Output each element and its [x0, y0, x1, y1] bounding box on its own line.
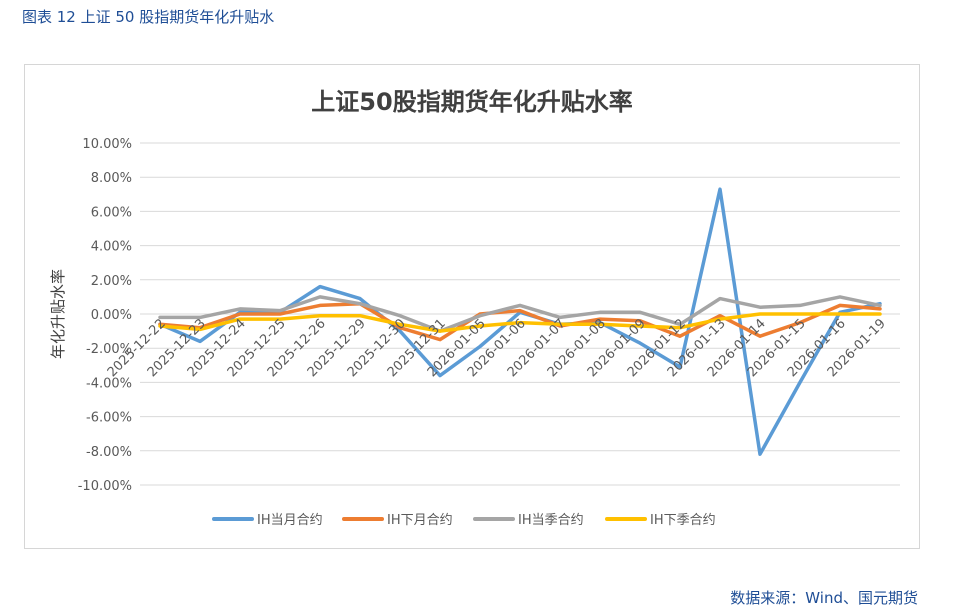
y-tick-labels: 10.00% 8.00% 6.00% 4.00% 2.00% 0.00% -2.00% -4.…: [78, 137, 132, 494]
legend-label: IH当季合约: [518, 513, 584, 528]
chart-title: 上证50股指期货年化升贴水率: [311, 88, 632, 116]
y-tick-label: -4.00%: [86, 376, 132, 391]
series-lines: [158, 187, 882, 456]
y-tick-label: 2.00%: [91, 274, 132, 289]
y-tick-label: 10.00%: [82, 137, 132, 152]
series-line: [158, 312, 882, 333]
y-tick-label: 6.00%: [91, 205, 132, 220]
figure-caption: 图表 12 上证 50 股指期货年化升贴水: [22, 8, 275, 26]
series-line: [158, 295, 882, 333]
legend-label: IH当月合约: [257, 513, 323, 528]
y-tick-label: 8.00%: [91, 171, 132, 186]
y-axis-label: 年化升贴水率: [49, 269, 67, 359]
series-line: [158, 301, 882, 342]
y-tick-label: 0.00%: [91, 308, 132, 323]
y-tick-label: -2.00%: [86, 342, 132, 357]
y-tick-label: -8.00%: [86, 445, 132, 460]
data-source: 数据来源：Wind、国元期货: [730, 589, 918, 607]
y-tick-label: -10.00%: [78, 479, 132, 494]
legend: IH当月合约 IH下月合约 IH当季合约 IH下季合约: [212, 513, 716, 528]
chart-panel: [24, 64, 920, 549]
y-tick-label: 4.00%: [91, 240, 132, 255]
legend-label: IH下月合约: [387, 513, 453, 528]
legend-label: IH下季合约: [650, 513, 716, 528]
gridlines: [140, 142, 900, 486]
y-tick-label: -6.00%: [86, 411, 132, 426]
